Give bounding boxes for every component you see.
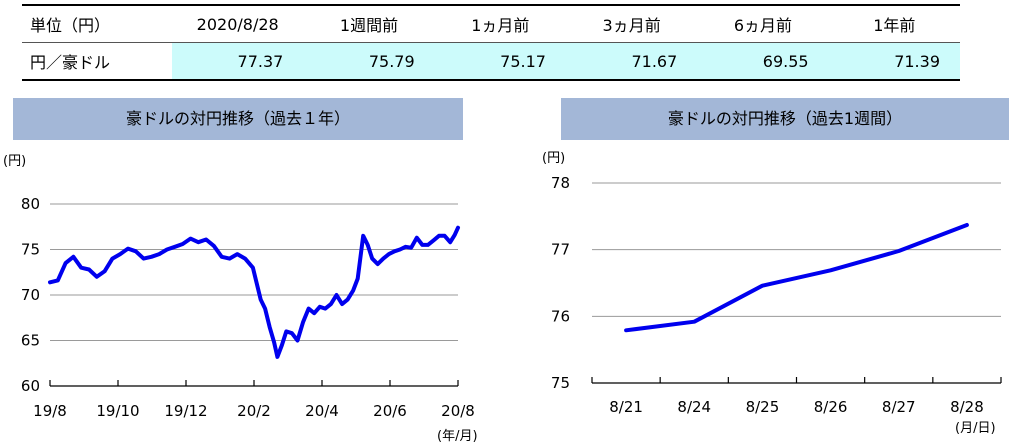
- week-chart: 75 76 77 78 8/21 8/24 8/25 8/26 8/27 8/28: [551, 174, 1002, 416]
- row-label-aud-jpy: 円／豪ドル: [22, 42, 173, 80]
- week-chart-y-unit: (円): [542, 151, 565, 166]
- chart-title-1-week: 豪ドルの対円推移（過去1週間）: [561, 98, 1009, 140]
- week-chart-x-tick-label: 8/21: [609, 398, 643, 416]
- year-chart-y-tick-label: 60: [21, 377, 40, 395]
- header-1-month: 1ヵ月前: [471, 16, 530, 35]
- week-chart-y-tick-label: 78: [551, 174, 570, 192]
- header-unit: 単位（円）: [30, 16, 111, 35]
- year-chart-x-tick-label: 20/8: [441, 402, 475, 420]
- value-1-month: 75.17: [434, 42, 566, 80]
- value-1-year: 71.39: [828, 42, 960, 80]
- week-chart-y-tick-label: 76: [551, 307, 570, 325]
- table-header-row: 単位（円） 2020/8/28 1週間前 1ヵ月前 3ヵ月前 6ヵ月前 1年前: [22, 5, 960, 43]
- year-chart-x-unit: (年/月): [437, 429, 478, 444]
- value-6-months: 69.55: [697, 42, 829, 80]
- year-chart-y-tick-label: 75: [21, 241, 40, 259]
- year-chart-y-tick-label: 65: [21, 332, 40, 350]
- week-chart-x-tick-label: 8/28: [950, 398, 984, 416]
- year-chart-x-tick-label: 20/4: [305, 402, 339, 420]
- week-chart-y-tick-label: 75: [551, 374, 570, 392]
- year-chart-x-tick-label: 19/8: [33, 402, 67, 420]
- value-current: 77.37: [172, 42, 304, 80]
- week-chart-y-tick-label: 77: [551, 241, 570, 259]
- header-6-months: 6ヵ月前: [733, 16, 793, 35]
- header-1-year: 1年前: [873, 16, 916, 35]
- year-chart-x-tick-label: 19/12: [164, 402, 207, 420]
- week-chart-x-tick-label: 8/25: [746, 398, 780, 416]
- week-chart-x-unit: (月/日): [955, 421, 996, 436]
- year-chart-y-unit: (円): [3, 154, 26, 169]
- year-chart-y-tick-label: 80: [21, 195, 40, 213]
- year-chart-y-tick-label: 70: [21, 286, 40, 304]
- week-chart-series-line: [624, 223, 969, 333]
- week-chart-x-tick-label: 8/24: [677, 398, 711, 416]
- year-chart-x-tick-label: 20/6: [373, 402, 407, 420]
- year-chart-x-tick-label: 20/2: [237, 402, 271, 420]
- value-3-months: 71.67: [565, 42, 698, 80]
- chart-title-1-year: 豪ドルの対円推移（過去１年）: [13, 98, 463, 140]
- header-date: 2020/8/28: [196, 14, 279, 34]
- header-1-week: 1週間前: [339, 16, 399, 35]
- year-chart-series-line: [48, 225, 460, 359]
- week-chart-x-tick-label: 8/27: [882, 398, 916, 416]
- year-chart: 60 65 70 75 80 19/8 19/10 19/12 20/2 20/4 20/6 20/8: [21, 195, 475, 420]
- value-1-week: 75.79: [303, 42, 435, 80]
- year-chart-x-tick-label: 19/10: [96, 402, 139, 420]
- rate-table: 単位（円） 2020/8/28 1週間前 1ヵ月前 3ヵ月前 6ヵ月前 1年前 …: [22, 4, 960, 81]
- week-chart-x-tick-label: 8/26: [814, 398, 848, 416]
- header-3-months: 3ヵ月前: [602, 16, 661, 35]
- table-row: 円／豪ドル 77.37 75.79 75.17 71.67 69.55 71.3…: [22, 42, 960, 80]
